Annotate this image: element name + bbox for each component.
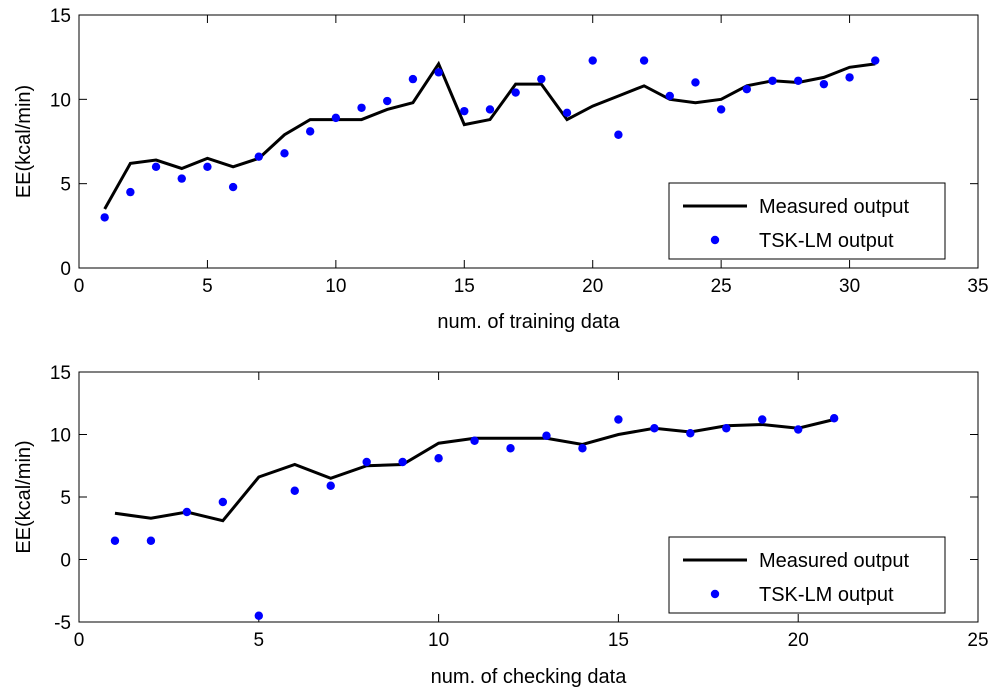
legend-label: TSK-LM output bbox=[759, 584, 894, 606]
data-point-tsk-lm-output bbox=[460, 106, 469, 116]
data-point-tsk-lm-output bbox=[758, 415, 767, 424]
legend-label: Measured output bbox=[759, 550, 910, 572]
x-tick-label: 25 bbox=[711, 276, 732, 297]
data-point-tsk-lm-output bbox=[742, 85, 752, 94]
data-point-tsk-lm-output bbox=[280, 149, 289, 158]
legend-swatch-marker bbox=[710, 235, 720, 245]
y-tick-label: 10 bbox=[50, 426, 71, 447]
x-axis-label: num. of training data bbox=[437, 311, 620, 333]
data-point-tsk-lm-output bbox=[203, 162, 212, 171]
data-point-tsk-lm-output bbox=[470, 436, 479, 445]
x-tick-label: 35 bbox=[967, 276, 988, 297]
x-tick-label: 0 bbox=[74, 276, 85, 297]
data-point-tsk-lm-output bbox=[588, 56, 597, 65]
data-point-tsk-lm-output bbox=[639, 56, 649, 65]
y-tick-label: 5 bbox=[60, 175, 71, 196]
data-point-tsk-lm-output bbox=[126, 187, 135, 197]
x-tick-label: 15 bbox=[454, 276, 475, 297]
data-point-tsk-lm-output bbox=[691, 78, 700, 87]
chart-training: 0 5 10 15 20 25 30 35 0 5 10 15 num. of training dat… bbox=[13, 6, 989, 333]
data-point-tsk-lm-output bbox=[819, 79, 829, 89]
legend-box bbox=[668, 182, 946, 260]
x-tick-label: 30 bbox=[839, 276, 860, 297]
data-point-tsk-lm-output bbox=[614, 130, 623, 139]
legend-swatch-marker bbox=[710, 589, 720, 599]
data-point-tsk-lm-output bbox=[254, 152, 263, 161]
data-point-tsk-lm-output bbox=[794, 425, 803, 434]
x-tick-label: 15 bbox=[608, 630, 629, 651]
data-point-tsk-lm-output bbox=[218, 497, 228, 507]
data-point-tsk-lm-output bbox=[434, 68, 443, 77]
data-point-tsk-lm-output bbox=[398, 457, 407, 467]
legend-box bbox=[668, 536, 946, 614]
data-point-tsk-lm-output bbox=[511, 88, 520, 97]
y-tick-label: 0 bbox=[60, 259, 71, 280]
data-point-tsk-lm-output bbox=[871, 56, 880, 65]
data-point-tsk-lm-output bbox=[537, 74, 546, 84]
data-point-tsk-lm-output bbox=[228, 182, 238, 192]
data-point-tsk-lm-output bbox=[331, 113, 341, 123]
x-tick-label: 10 bbox=[428, 630, 449, 651]
data-point-tsk-lm-output bbox=[254, 611, 263, 620]
y-tick-label: 15 bbox=[50, 363, 71, 384]
y-axis-label: EE(kcal/min) bbox=[13, 85, 35, 198]
data-point-tsk-lm-output bbox=[485, 105, 495, 114]
y-tick-label: -5 bbox=[54, 613, 71, 634]
y-tick-label: 0 bbox=[60, 551, 71, 572]
x-tick-label: 5 bbox=[254, 630, 265, 651]
data-point-tsk-lm-output bbox=[110, 536, 120, 545]
data-point-tsk-lm-output bbox=[686, 429, 695, 438]
x-tick-label: 5 bbox=[202, 276, 213, 297]
data-point-tsk-lm-output bbox=[650, 424, 659, 433]
data-point-tsk-lm-output bbox=[665, 91, 674, 101]
x-tick-label: 20 bbox=[582, 276, 603, 297]
x-tick-label: 25 bbox=[967, 630, 988, 651]
data-point-tsk-lm-output bbox=[408, 74, 418, 84]
data-point-tsk-lm-output bbox=[562, 108, 572, 118]
x-tick-label: 0 bbox=[74, 630, 85, 651]
data-point-tsk-lm-output bbox=[100, 213, 109, 222]
data-point-tsk-lm-output bbox=[362, 457, 371, 467]
x-tick-label: 20 bbox=[788, 630, 809, 651]
data-point-tsk-lm-output bbox=[794, 76, 803, 85]
data-point-tsk-lm-output bbox=[357, 103, 366, 112]
data-point-tsk-lm-output bbox=[146, 536, 156, 545]
x-tick-label: 10 bbox=[325, 276, 346, 297]
data-point-tsk-lm-output bbox=[151, 162, 161, 171]
data-point-tsk-lm-output bbox=[542, 431, 551, 440]
y-tick-label: 15 bbox=[50, 6, 71, 27]
data-point-tsk-lm-output bbox=[768, 76, 777, 85]
data-point-tsk-lm-output bbox=[177, 174, 186, 183]
x-axis-label: num. of checking data bbox=[431, 666, 628, 688]
data-point-tsk-lm-output bbox=[383, 96, 392, 106]
data-point-tsk-lm-output bbox=[578, 444, 587, 453]
data-point-tsk-lm-output bbox=[506, 444, 515, 453]
data-point-tsk-lm-output bbox=[305, 127, 315, 136]
y-tick-label: 5 bbox=[60, 488, 71, 509]
data-point-tsk-lm-output bbox=[716, 105, 726, 114]
data-point-tsk-lm-output bbox=[326, 481, 335, 490]
data-point-tsk-lm-output bbox=[614, 415, 623, 424]
y-axis-label: EE(kcal/min) bbox=[13, 440, 35, 553]
y-tick-label: 10 bbox=[50, 90, 71, 111]
legend-label: Measured output bbox=[759, 196, 910, 218]
data-point-tsk-lm-output bbox=[182, 507, 192, 517]
data-point-tsk-lm-output bbox=[434, 454, 443, 463]
data-point-tsk-lm-output bbox=[290, 486, 299, 495]
data-point-tsk-lm-output bbox=[829, 414, 839, 423]
data-point-tsk-lm-output bbox=[722, 424, 731, 433]
data-point-tsk-lm-output bbox=[845, 73, 854, 82]
legend-label: TSK-LM output bbox=[759, 230, 894, 252]
